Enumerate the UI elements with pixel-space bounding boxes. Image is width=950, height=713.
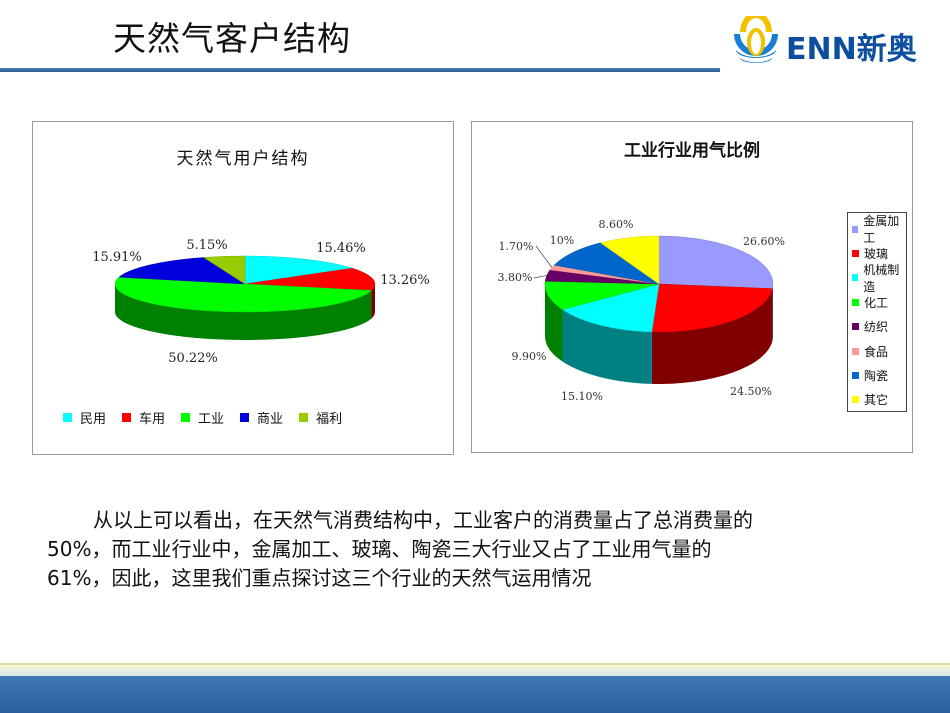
legend-label: 纺织 [864, 320, 889, 335]
data-label-商业: 15.91% [92, 250, 142, 265]
legend-label: 商业 [257, 412, 284, 427]
legend-swatch [852, 347, 859, 355]
slice-side-玻璃 [651, 288, 773, 384]
legend-item-化工: 化工 [852, 290, 906, 314]
slice-福利 [202, 255, 246, 285]
legend-item-民用: 民用 [63, 408, 106, 427]
legend-swatch [852, 323, 859, 331]
legend-item-福利: 福利 [299, 408, 342, 427]
slice-车用 [244, 267, 376, 291]
title-underline [0, 68, 720, 72]
legend-label: 金属加工 [863, 214, 900, 246]
slice-工业 [114, 276, 373, 313]
legend-swatch [852, 298, 859, 306]
chart2-legend: 金属加工 玻璃 机械制造 化工纺织食品陶瓷其它 [847, 212, 907, 412]
data-label-民用: 15.46% [316, 241, 366, 256]
data-label-机械制造: 15.10% [561, 390, 603, 403]
data-label-福利: 5.15% [186, 238, 227, 253]
slice-side-机械制造 [562, 309, 652, 384]
legend-item-纺织: 纺织 [852, 315, 906, 339]
slice-商业 [118, 257, 246, 285]
logo-text: ENN新奥 [786, 32, 917, 67]
chart1-title: 天然气用户结构 [176, 149, 310, 169]
industry-gas-chart: 工业行业用气比例 26.60% 24.50% 15.10% 9.90% 3.80% 1.7… [471, 121, 913, 453]
legend-label: 其它 [864, 393, 889, 408]
legend-label: 福利 [316, 412, 343, 427]
data-label-食品: 1.70% [499, 240, 534, 253]
footer-bar [0, 676, 950, 713]
legend-label: 玻璃 [864, 247, 889, 262]
data-label-工业: 50.22% [168, 351, 218, 366]
legend-swatch [122, 413, 132, 422]
slice-玻璃 [651, 283, 773, 333]
slice-机械制造 [561, 283, 660, 333]
legend-item-陶瓷: 陶瓷 [852, 363, 906, 387]
data-label-车用: 13.26% [380, 273, 430, 288]
data-label-玻璃: 24.50% [730, 385, 772, 398]
data-label-化工: 9.90% [512, 350, 547, 363]
legend-item-金属加工: 金属加工 [852, 214, 906, 245]
legend-swatch [63, 413, 72, 422]
chart1-plot: 15.46% 13.26% 50.22% 15.91% 5.15% [92, 238, 430, 366]
legend-label: 陶瓷 [864, 369, 889, 384]
slice-side-金属加工 [772, 284, 773, 341]
legend-item-工业: 工业 [181, 408, 224, 427]
legend-item-其它: 其它 [852, 388, 906, 412]
chart1-legend: 民用 车用 工业 商业 福利 [63, 408, 358, 427]
legend-swatch [852, 396, 859, 404]
legend-label: 化工 [864, 295, 889, 310]
slice-其它 [599, 235, 660, 285]
data-label-其它: 8.60% [599, 218, 634, 231]
user-structure-chart: 天然气用户结构 15.46% 13.26% 50.22% 15.91% 5.15% 民用… [32, 121, 454, 455]
legend-label: 机械制造 [863, 262, 900, 294]
paragraph-line-1: 从以上可以看出，在天然气消费结构中，工业客户的消费量占了总消费量的 [93, 508, 753, 532]
legend-item-车用: 车用 [122, 408, 165, 427]
legend-swatch [852, 225, 859, 233]
legend-label: 食品 [864, 344, 889, 359]
legend-swatch [852, 274, 859, 282]
data-label-金属加工: 26.60% [743, 235, 785, 248]
legend-label: 民用 [80, 412, 107, 427]
slice-陶瓷 [553, 242, 660, 285]
legend-swatch [852, 250, 859, 258]
enn-logo: ENN新奥 [728, 12, 938, 72]
slice-民用 [244, 255, 353, 285]
chart2-title: 工业行业用气比例 [624, 141, 760, 161]
slice-side-车用 [371, 284, 375, 319]
legend-swatch [181, 413, 191, 422]
legend-label: 工业 [198, 412, 225, 427]
chart2-plot: 26.60% 24.50% 15.10% 9.90% 3.80% 1.70% 10% 8.60… [498, 218, 785, 403]
legend-item-机械制造: 机械制造 [852, 263, 906, 294]
footer-divider [0, 663, 950, 665]
leader-line-纺织 [533, 275, 547, 279]
legend-swatch [240, 413, 250, 422]
legend-swatch [299, 413, 309, 422]
paragraph-line-2: 50%，而工业行业中，金属加工、玻璃、陶瓷三大行业又占了工业用气量的 [47, 537, 712, 561]
slide-title: 天然气客户结构 [113, 19, 351, 58]
enn-logo-icon [734, 12, 778, 63]
paragraph-line-3: 61%，因此，这里我们重点探讨这三个行业的天然气运用情况 [47, 566, 592, 590]
slice-金属加工 [658, 235, 774, 289]
legend-item-食品: 食品 [852, 339, 906, 363]
slice-side-化工 [545, 284, 563, 362]
data-label-纺织: 3.80% [498, 271, 533, 284]
legend-item-玻璃: 玻璃 [852, 241, 906, 265]
legend-item-商业: 商业 [240, 408, 283, 427]
legend-swatch [852, 372, 859, 380]
conclusion-paragraph: 从以上可以看出，在天然气消费结构中，工业客户的消费量占了总消费量的 50%，而工… [47, 506, 897, 593]
legend-label: 车用 [139, 412, 166, 427]
footer-gradient [0, 665, 950, 676]
data-label-陶瓷: 10% [550, 234, 574, 247]
leader-line-食品 [535, 245, 553, 268]
